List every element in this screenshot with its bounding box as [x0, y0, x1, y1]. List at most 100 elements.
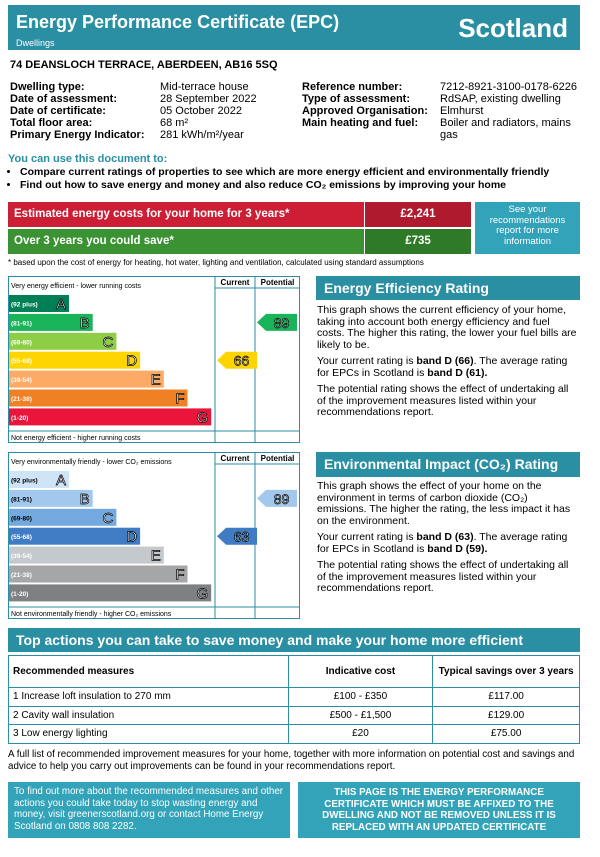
band-bar	[9, 351, 141, 369]
detail-label: Approved Organisation:	[302, 105, 428, 117]
energy-text: This graph shows the current efficiency …	[317, 304, 579, 424]
env-chart: Current Potential Very environmentally fri…	[8, 452, 300, 619]
detail-value: 281 kWh/m²/year	[160, 129, 244, 141]
side-note: See your recommendations report for more…	[475, 202, 580, 254]
rating-arrow	[257, 489, 297, 507]
band-letter: C	[103, 510, 114, 527]
detail-label: Reference number:	[302, 81, 403, 93]
table-row: 3 Low energy lighting £20 £75.00	[8, 724, 580, 744]
cost-row: Estimated energy costs for your home for…	[8, 202, 364, 227]
title: Energy Performance Certificate (EPC)	[16, 12, 340, 32]
rating-arrow	[217, 527, 257, 545]
band-letter: D	[126, 353, 137, 370]
paragraph: This graph shows the effect of your home…	[317, 480, 579, 527]
chart-bottom-note: Not energy efficient - higher running co…	[11, 435, 141, 442]
section-heading: Environmental Impact (CO₂) Rating	[316, 452, 580, 477]
detail-value: 7212-8921-3100-0178-6226	[440, 81, 578, 93]
column-header: Typical savings over 3 years	[432, 655, 580, 688]
band-range: (39-54)	[11, 553, 32, 560]
detail-value: 05 October 2022	[160, 105, 242, 117]
section-heading: Energy Efficiency Rating	[316, 276, 580, 300]
band-bar	[9, 370, 164, 388]
use-list: Compare current ratings of properties to…	[0, 166, 549, 192]
detail-label: Primary Energy Indicator:	[10, 129, 145, 141]
cost-label: Over 3 years you could save*	[14, 235, 174, 247]
paragraph: The potential rating shows the effect of…	[317, 559, 579, 595]
band-range: (55-68)	[11, 534, 32, 541]
column-header: Indicative cost	[287, 655, 434, 688]
band-letter: G	[197, 585, 209, 602]
band-letter: E	[151, 372, 161, 389]
table-cell: 1 Increase loft insulation to 270 mm	[8, 687, 289, 707]
band-bar	[9, 508, 117, 526]
actions-heading: Top actions you can take to save money a…	[8, 628, 580, 652]
band-range: (21-38)	[11, 572, 32, 579]
env-text: This graph shows the effect of your home…	[317, 480, 579, 600]
band-range: (81-91)	[11, 320, 32, 327]
band-bar	[9, 471, 69, 488]
band-range: (69-80)	[11, 339, 32, 346]
band-range: (1-20)	[11, 415, 28, 422]
paragraph: Your current rating is band D (66). The …	[317, 355, 579, 379]
text: The potential rating shows the effect of…	[317, 383, 569, 418]
band-letter: F	[175, 567, 184, 584]
text: Your current rating is	[317, 355, 417, 367]
band-range: (81-91)	[11, 496, 32, 503]
detail-value: Elmhurst	[440, 105, 484, 117]
detail-label: Dwelling type:	[10, 81, 85, 93]
band-bar	[9, 295, 69, 312]
footer-info: To find out more about the recommended m…	[8, 782, 290, 838]
text: The potential rating shows the effect of…	[317, 559, 569, 594]
text: . The average rating for EPCs in Scotlan…	[317, 355, 568, 379]
band-letter: D	[126, 529, 137, 546]
table-row: 1 Increase loft insulation to 270 mm £100…	[8, 687, 580, 707]
band-letter: A	[56, 472, 66, 489]
band-letter: A	[56, 296, 66, 313]
text: Your current rating is	[317, 531, 417, 543]
band-range: (92 plus)	[11, 478, 38, 485]
band-range: (21-38)	[11, 396, 32, 403]
rating-value: 63	[234, 529, 250, 545]
energy-chart: Current Potential Very energy efficient - …	[8, 276, 300, 443]
cost-row: Over 3 years you could save*	[8, 229, 364, 254]
band-letter: B	[80, 315, 90, 332]
use-item: Compare current ratings of properties to…	[20, 166, 549, 179]
header-row: Recommended measures Indicative cost Typic…	[8, 655, 580, 688]
paragraph: This graph shows the current efficiency …	[317, 304, 579, 351]
table-cell: £117.00	[432, 687, 580, 707]
detail-label: Main heating and fuel:	[302, 117, 419, 129]
table-cell: £100 - £350	[287, 687, 434, 707]
detail-value: RdSAP, existing dwelling	[440, 93, 561, 105]
text-bold: band D (59).	[427, 542, 488, 555]
detail-label: Date of certificate:	[10, 105, 106, 117]
detail-value: 68 m²	[160, 117, 189, 129]
footer-notice: THIS PAGE IS THE ENERGY PERFORMANCE CERT…	[298, 782, 580, 838]
text: . The average rating for EPCs in Scotlan…	[317, 531, 568, 555]
band-letter: B	[80, 491, 90, 508]
table-cell: £20	[287, 724, 434, 744]
detail-value: Mid-terrace house	[160, 81, 249, 93]
text-bold: band D (61).	[427, 366, 488, 379]
rating-arrow	[217, 351, 257, 369]
band-bar	[9, 546, 164, 564]
band-bar	[9, 332, 117, 350]
column-header: Potential	[261, 278, 295, 287]
table-cell: £500 - £1,500	[287, 705, 434, 725]
cost-label: Estimated energy costs for your home for…	[14, 208, 290, 220]
footnote: * based upon the cost of energy for heat…	[8, 258, 424, 267]
text: This graph shows the effect of your home…	[317, 480, 571, 527]
header-bar: Energy Performance Certificate (EPC) Dwe…	[8, 5, 580, 50]
column-header: Current	[221, 278, 250, 287]
band-bar	[9, 565, 188, 583]
detail-label: Date of assessment:	[10, 93, 117, 105]
text-bold: band D (63)	[416, 531, 474, 543]
use-item: Find out how to save energy and money an…	[20, 179, 549, 192]
band-bar	[9, 408, 212, 426]
rating-value: 89	[274, 491, 290, 507]
address: 74 DEANSLOCH TERRACE, ABERDEEN, AB16 5SQ	[10, 59, 278, 71]
text-bold: band D (66)	[416, 355, 474, 367]
band-range: (69-80)	[11, 515, 32, 522]
actions-note: A full list of recommended improvement m…	[8, 749, 575, 772]
paragraph: Your current rating is band D (63). The …	[317, 531, 579, 555]
